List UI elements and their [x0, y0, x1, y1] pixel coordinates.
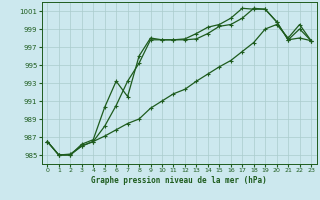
X-axis label: Graphe pression niveau de la mer (hPa): Graphe pression niveau de la mer (hPa) — [91, 176, 267, 185]
